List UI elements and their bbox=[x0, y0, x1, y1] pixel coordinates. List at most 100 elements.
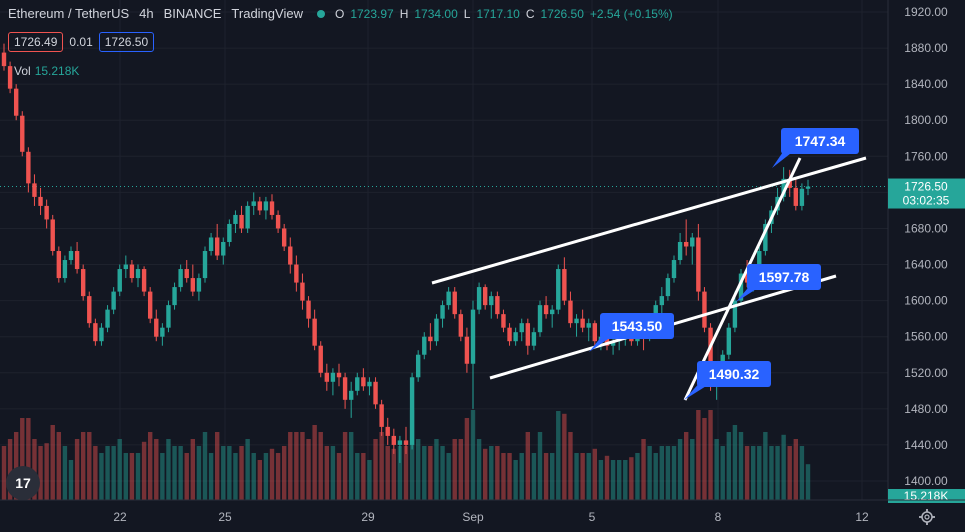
volume-bar bbox=[604, 455, 610, 500]
volume-bar bbox=[744, 446, 750, 500]
volume-bar bbox=[208, 453, 214, 500]
volume-bar bbox=[513, 460, 518, 500]
volume-bar bbox=[342, 432, 348, 500]
volume-bar bbox=[641, 439, 646, 500]
volume-bar bbox=[409, 410, 415, 500]
volume-bar bbox=[38, 446, 43, 500]
volume-bar bbox=[440, 446, 445, 500]
annotation-label: 1747.34 bbox=[795, 133, 846, 149]
volume-bar bbox=[586, 453, 591, 500]
annotation-label: 1597.78 bbox=[759, 269, 810, 285]
volume-bar bbox=[653, 453, 658, 500]
volume-bar bbox=[562, 413, 567, 500]
price-axis[interactable]: 1920.001880.001840.001800.001760.001720.… bbox=[887, 0, 965, 532]
candle-body bbox=[355, 377, 360, 391]
volume-value: 15.218K bbox=[34, 64, 80, 78]
volume-bar bbox=[568, 432, 573, 500]
price-tick-label: 1880.00 bbox=[904, 41, 948, 55]
candle-body bbox=[7, 66, 13, 89]
candle-body bbox=[32, 183, 37, 197]
price-tick-label: 1600.00 bbox=[904, 294, 948, 308]
candle-body bbox=[214, 237, 220, 256]
volume-bar bbox=[263, 453, 269, 500]
candle-body bbox=[458, 314, 464, 337]
candle-body bbox=[294, 264, 299, 283]
candle-body bbox=[68, 251, 74, 261]
volume-bar bbox=[80, 432, 86, 500]
candle-body bbox=[336, 372, 342, 378]
low-value: 1717.10 bbox=[476, 6, 520, 21]
volume-bar bbox=[336, 453, 342, 500]
volume-bar bbox=[44, 443, 49, 500]
volume-bar bbox=[202, 432, 208, 500]
candle-body bbox=[501, 314, 506, 328]
trendline bbox=[431, 156, 867, 285]
volume-bar bbox=[269, 448, 275, 500]
volume-bar bbox=[482, 448, 488, 500]
time-axis[interactable]: 22 25 29 Sep 5 8 12 bbox=[0, 499, 965, 524]
market-status-icon bbox=[316, 9, 325, 18]
logo-text: 17 bbox=[15, 475, 31, 491]
candle-body bbox=[367, 381, 372, 387]
tradingview-logo-icon[interactable]: 17 bbox=[6, 466, 40, 500]
volume-bar bbox=[56, 432, 62, 500]
volume-bar bbox=[190, 439, 196, 500]
last-price-badge bbox=[888, 178, 965, 209]
volume-bar bbox=[428, 446, 433, 500]
symbol-title[interactable]: Ethereum / TetherUS bbox=[8, 6, 130, 21]
candle-body bbox=[38, 196, 43, 206]
volume-bar bbox=[763, 432, 768, 500]
volume-bar bbox=[452, 439, 457, 500]
volume-bar bbox=[62, 446, 68, 500]
candle-body bbox=[799, 188, 805, 206]
volume-bar bbox=[683, 432, 689, 500]
candle-body bbox=[781, 178, 786, 197]
candle-body bbox=[288, 246, 293, 265]
price-annotations[interactable]: 1747.34 1597.78 1543.50 1490.32 bbox=[589, 128, 859, 400]
volume-bar bbox=[501, 453, 506, 500]
last-price-label: 1726.50 bbox=[904, 180, 948, 194]
volume-bar bbox=[312, 425, 317, 500]
volume-bar bbox=[154, 439, 159, 500]
volume-bar bbox=[135, 453, 141, 500]
candle-body bbox=[763, 223, 768, 252]
candle-body bbox=[208, 237, 214, 252]
candle-body bbox=[757, 251, 762, 270]
candle-body bbox=[74, 251, 80, 270]
candle-body bbox=[495, 296, 500, 315]
candle-body bbox=[702, 291, 707, 328]
volume-bar bbox=[93, 446, 98, 500]
chart-header: Ethereum / TetherUS 4h BINANCE TradingVi… bbox=[8, 6, 673, 21]
volume-bar bbox=[690, 439, 695, 500]
candle-body bbox=[99, 327, 104, 342]
candle-body bbox=[452, 291, 457, 315]
candle-body bbox=[659, 296, 665, 306]
interval-label[interactable]: 4h bbox=[139, 6, 154, 21]
candle-body bbox=[56, 251, 62, 279]
volume-bar bbox=[184, 453, 189, 500]
volume-bar bbox=[403, 446, 409, 500]
price-tick-label: 1400.00 bbox=[904, 474, 948, 488]
price-tick-label: 1920.00 bbox=[904, 5, 948, 19]
countdown-label: 03:02:35 bbox=[903, 194, 950, 208]
volume-bar bbox=[805, 464, 811, 500]
gear-icon[interactable] bbox=[918, 508, 936, 526]
candle-body bbox=[154, 318, 159, 337]
volume-bar bbox=[361, 453, 366, 500]
ohlc-values: O 1723.97 H 1734.00 L 1717.10 C 1726.50 +2.5… bbox=[335, 7, 673, 21]
candle-body bbox=[519, 323, 524, 333]
candle-body bbox=[525, 323, 531, 346]
candle-body bbox=[233, 214, 238, 224]
open-value: 1723.97 bbox=[350, 6, 394, 21]
volume-bar bbox=[330, 446, 336, 500]
volume-bar bbox=[781, 434, 786, 500]
volume-bar bbox=[74, 439, 80, 500]
volume-bars bbox=[1, 410, 811, 500]
candle-body bbox=[543, 305, 549, 315]
buy-button[interactable]: 1726.50 bbox=[98, 32, 155, 52]
volume-bar bbox=[464, 418, 470, 500]
sell-button[interactable]: 1726.49 bbox=[8, 32, 64, 52]
candle-body bbox=[586, 323, 591, 328]
price-tick-label: 1680.00 bbox=[904, 221, 948, 235]
